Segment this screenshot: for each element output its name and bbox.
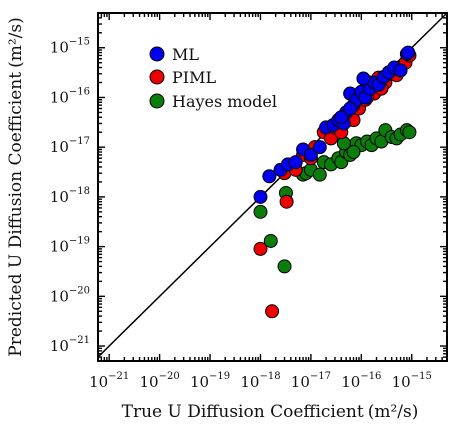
legend-label-piml: PIML [172,68,216,87]
plot-frame [97,12,448,362]
y-tick-label: 10−16 [50,86,90,106]
x-tick-labels: 10−21 10−20 10−19 10−18 10−17 10−16 10−15 [89,371,432,391]
y-axis-unit: (m²/s) [6,17,26,68]
data-point-ml [393,63,408,78]
data-point-ml [303,147,318,162]
x-tick-label: 10−20 [140,371,180,391]
x-axis-unit: (m²/s) [368,402,419,422]
x-tick-label: 10−16 [341,371,381,391]
data-point-ml [312,140,327,155]
x-tick-label: 10−17 [291,371,331,391]
x-axis-label: True U Diffusion Coefficient [122,402,364,422]
data-points [253,45,417,319]
data-point-ml [262,169,277,184]
x-tick-label: 10−19 [190,371,230,391]
data-point-ml [343,101,358,116]
data-point-ml [334,110,349,125]
data-point-ml [288,155,303,170]
axis-ticks [97,13,447,362]
x-tick-label: 10−15 [392,371,432,391]
y-tick-label: 10−17 [50,136,90,156]
data-point-hayes [402,125,417,140]
y-axis-label: Predicted U Diffusion Coefficient [6,72,26,357]
data-point-ml [401,45,416,60]
legend: ML PIML Hayes model [149,45,277,111]
data-point-ml [356,71,371,86]
data-point-ml [253,189,268,204]
legend-label-ml: ML [172,45,199,64]
legend-marker-piml [149,69,165,85]
y-tick-label: 10−18 [50,186,90,206]
y-tick-label: 10−20 [50,285,90,305]
plot-area [97,12,448,358]
data-point-piml [279,194,294,209]
data-point-hayes [253,204,268,219]
data-point-hayes [263,233,278,248]
data-point-piml [265,304,280,319]
data-point-hayes [312,167,327,182]
x-tick-label: 10−21 [89,371,129,391]
data-point-hayes [277,259,292,274]
x-axis-title: True U Diffusion Coefficient (m²/s) [122,402,419,422]
y-tick-label: 10−19 [50,236,90,256]
legend-marker-ml [149,46,165,62]
y-tick-label: 10−15 [50,37,90,57]
y-axis-title: Predicted U Diffusion Coefficient (m²/s) [6,17,26,357]
legend-label-hayes: Hayes model [172,92,277,111]
x-tick-label: 10−18 [240,371,280,391]
y-tick-labels: 10−21 10−20 10−19 10−18 10−17 10−16 10−15 [50,37,90,355]
data-point-piml [253,241,268,256]
legend-marker-hayes [149,93,165,109]
data-point-hayes [346,144,361,159]
y-tick-label: 10−21 [50,335,90,355]
